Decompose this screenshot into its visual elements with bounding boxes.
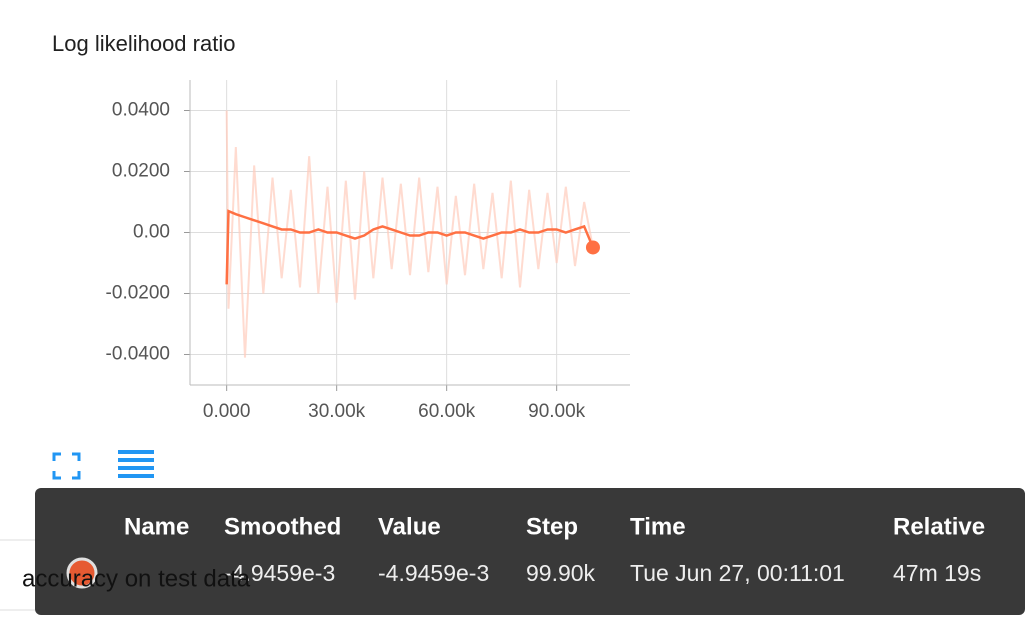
tooltip-cell: 47m 19s: [893, 560, 981, 586]
end-point: [585, 240, 600, 255]
tooltip-header: Step: [526, 513, 578, 540]
tooltip-header: Smoothed: [224, 513, 341, 540]
tooltip-cell: Tue Jun 27, 00:11:01: [630, 560, 845, 586]
list-bar: [118, 450, 154, 454]
y-tick-label: -0.0200: [106, 283, 170, 304]
list-bar: [118, 466, 154, 470]
chart-title: Log likelihood ratio: [52, 31, 235, 56]
y-tick-label: 0.0400: [112, 100, 170, 121]
run-name: accuracy on test data: [22, 565, 251, 592]
tooltip-header: Relative: [893, 513, 985, 540]
tooltip-cell: -4.9459e-3: [378, 560, 489, 586]
tooltip-header: Name: [124, 513, 189, 540]
raw-line: [225, 110, 594, 358]
plot-area: 0.0400 0.0200 0.00 -0.0200 -0.0400 0.000 30.00…: [106, 80, 630, 422]
x-tick-label: 0.000: [203, 401, 251, 422]
tooltip-cell: 99.90k: [526, 560, 596, 586]
y-tick-label: 0.0200: [112, 161, 170, 182]
fullscreen-icon[interactable]: [52, 452, 81, 480]
tooltip-cell: -4.9459e-3: [224, 560, 335, 586]
y-tick-label: 0.00: [133, 222, 170, 243]
list-bar: [118, 474, 154, 478]
tooltip-header: Value: [378, 513, 441, 540]
x-tick-label: 90.00k: [528, 401, 586, 422]
fullscreen-glyph: [52, 452, 81, 480]
y-tick-label: -0.0400: [106, 344, 170, 365]
tooltip-table: Name Smoothed Value Step Time Relative -4.9459…: [124, 513, 985, 586]
tooltip: [35, 488, 1025, 615]
tooltip-header: Time: [630, 513, 686, 540]
list-icon[interactable]: [118, 450, 154, 478]
smoothed-line: [225, 209, 595, 285]
run-swatch: [66, 557, 98, 589]
list-bar: [118, 458, 154, 462]
x-tick-label: 60.00k: [418, 401, 476, 422]
x-tick-label: 30.00k: [308, 401, 366, 422]
